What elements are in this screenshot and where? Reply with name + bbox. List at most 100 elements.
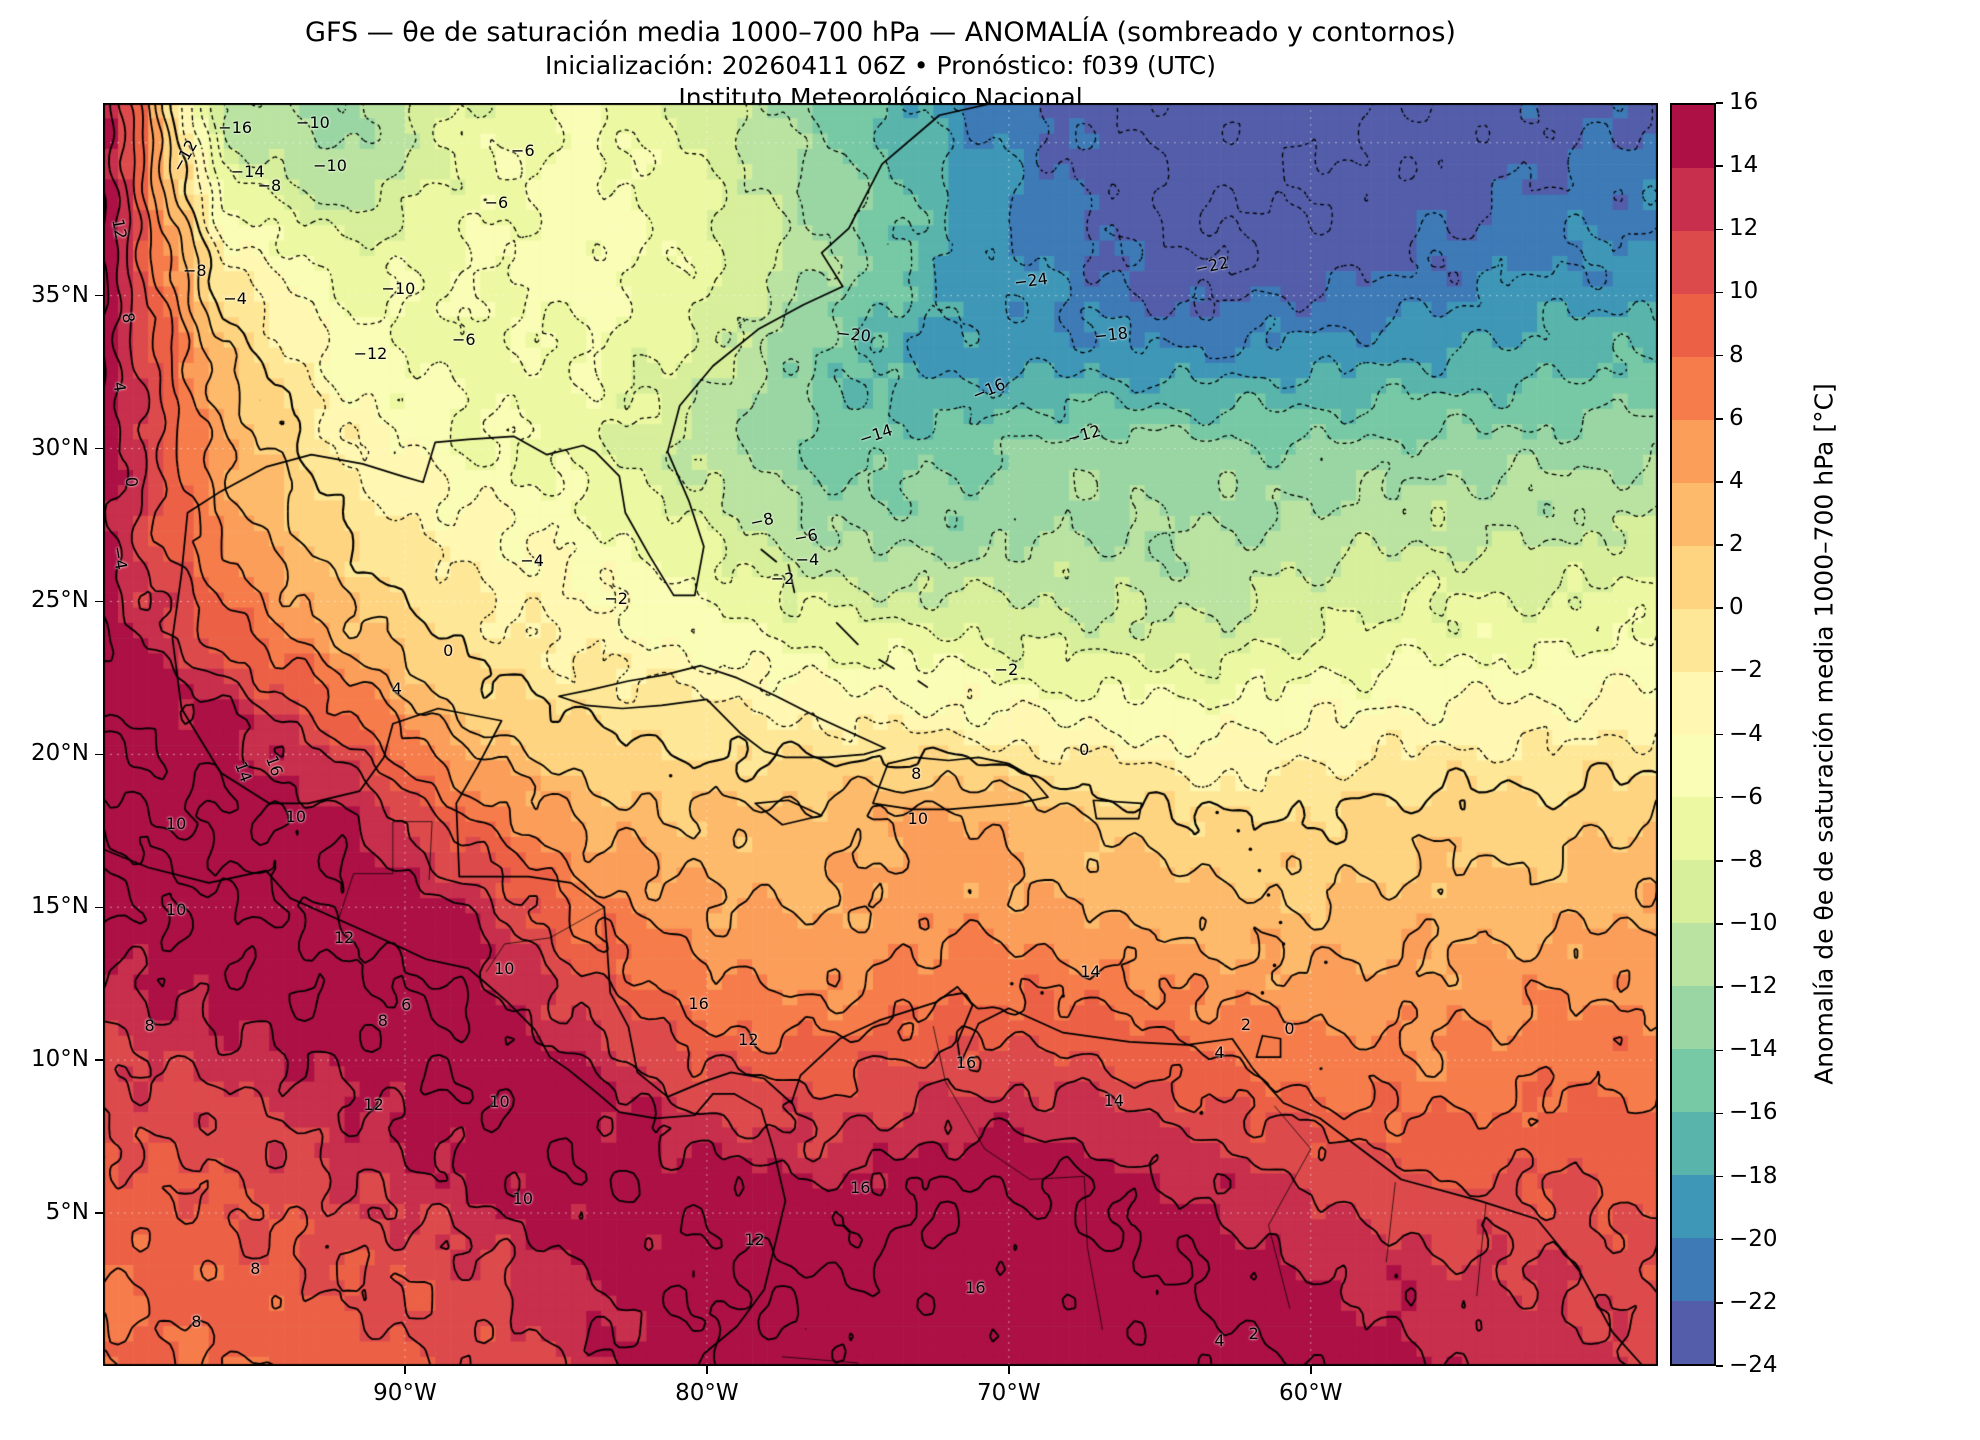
colorbar-swatch <box>1672 860 1714 924</box>
y-tick-mark <box>95 600 103 603</box>
contour-label: −6 <box>451 330 476 350</box>
contour-label: −4 <box>520 551 544 571</box>
contour-label: 0 <box>121 475 142 488</box>
colorbar <box>1670 103 1716 1366</box>
colorbar-tick-label: 14 <box>1729 152 1759 179</box>
contour-label: 6 <box>401 994 412 1014</box>
y-tick-label: 25°N <box>31 587 89 614</box>
contour-label: 14 <box>1080 961 1101 981</box>
chart-title: GFS — θe de saturación media 1000–700 hP… <box>305 17 1456 48</box>
contour-label: 4 <box>1214 1330 1225 1350</box>
contour-label: 8 <box>144 1016 155 1036</box>
contour-label: 0 <box>443 641 454 661</box>
x-tick-label: 70°W <box>977 1380 1041 1406</box>
colorbar-tick-label: 0 <box>1729 594 1744 621</box>
contour-label: 8 <box>250 1258 261 1278</box>
colorbar-swatch <box>1672 293 1714 357</box>
colorbar-tick-label: −16 <box>1729 1099 1778 1126</box>
colorbar-swatch <box>1672 1238 1714 1302</box>
contour-label: 8 <box>911 763 922 783</box>
colorbar-tick-mark <box>1716 986 1723 988</box>
contour-label: 12 <box>363 1094 384 1114</box>
colorbar-tick-mark <box>1716 796 1723 799</box>
contour-label: 10 <box>285 806 306 826</box>
y-tick-mark <box>95 447 103 450</box>
colorbar-tick-label: 8 <box>1729 341 1744 368</box>
colorbar-tick-label: −10 <box>1729 909 1778 936</box>
colorbar-swatch <box>1672 167 1714 231</box>
y-tick-mark <box>95 1212 103 1214</box>
contour-label: −8 <box>182 260 207 280</box>
colorbar-swatch <box>1672 608 1714 672</box>
colorbar-swatch <box>1672 1175 1714 1239</box>
colorbar-tick-mark <box>1716 228 1723 231</box>
contour-label: −20 <box>836 323 872 347</box>
colorbar-tick-mark <box>1716 1049 1723 1051</box>
colorbar-swatch <box>1672 230 1714 294</box>
colorbar-tick-mark <box>1716 544 1723 546</box>
contour-label: 10 <box>489 1092 510 1112</box>
contour-label: −14 <box>230 162 265 182</box>
contour-label: 16 <box>955 1052 977 1072</box>
contour-label: −2 <box>604 589 628 609</box>
contour-label: −10 <box>313 156 347 176</box>
contour-label: −10 <box>381 278 416 298</box>
contour-label: 16 <box>965 1277 986 1297</box>
colorbar-tick-label: −2 <box>1729 657 1763 684</box>
colorbar-tick-label: −22 <box>1729 1288 1778 1315</box>
contour-label: −24 <box>1013 269 1050 293</box>
contour-label: −2 <box>770 569 795 589</box>
colorbar-tick-label: 16 <box>1729 89 1759 115</box>
y-tick-label: 5°N <box>45 1199 89 1226</box>
colorbar-tick-label: −20 <box>1729 1225 1778 1252</box>
colorbar-label: Anomalía de θe de saturación media 1000–… <box>1809 383 1839 1085</box>
colorbar-tick-label: −4 <box>1729 720 1763 747</box>
x-tick-mark <box>1008 1366 1010 1374</box>
contour-label: 12 <box>333 927 355 947</box>
colorbar-tick-mark <box>1716 481 1723 483</box>
title-block: GFS — θe de saturación media 1000–700 hP… <box>103 16 1658 114</box>
contour-label: 10 <box>165 900 187 920</box>
colorbar-swatch <box>1672 797 1714 861</box>
contour-label: −18 <box>1092 323 1129 347</box>
colorbar-tick-mark <box>1716 1112 1723 1115</box>
contour-label: −4 <box>223 288 247 308</box>
colorbar-swatch <box>1672 986 1714 1050</box>
colorbar-swatch <box>1672 1301 1714 1365</box>
x-tick-mark <box>404 1366 406 1374</box>
colorbar-tick-mark <box>1716 607 1723 609</box>
contour-label: −10 <box>296 113 330 133</box>
colorbar-swatch <box>1672 734 1714 798</box>
colorbar-tick-mark <box>1716 291 1723 294</box>
colorbar-tick-label: 12 <box>1729 215 1759 242</box>
contour-label: −2 <box>994 660 1019 680</box>
y-tick-mark <box>95 294 103 297</box>
contour-label: 12 <box>107 217 131 241</box>
contour-label: −12 <box>353 344 388 364</box>
colorbar-tick-label: −6 <box>1729 783 1763 810</box>
contour-label: 14 <box>1103 1090 1124 1110</box>
contour-label: 16 <box>688 993 709 1013</box>
contour-label: −6 <box>484 192 509 212</box>
contour-label: 2 <box>1240 1014 1252 1034</box>
colorbar-tick-mark <box>1716 1365 1723 1367</box>
x-tick-label: 80°W <box>675 1380 739 1406</box>
colorbar-tick-mark <box>1716 1238 1723 1241</box>
colorbar-tick-mark <box>1716 165 1723 167</box>
colorbar-tick-mark <box>1716 354 1723 357</box>
contour-label: −4 <box>795 550 820 570</box>
x-tick-label: 60°W <box>1279 1380 1343 1406</box>
y-tick-mark <box>95 1059 103 1061</box>
colorbar-tick-label: 6 <box>1729 404 1744 431</box>
contour-label: −4 <box>107 544 131 571</box>
y-tick-mark <box>95 753 103 756</box>
map-canvas <box>103 103 1658 1366</box>
y-tick-label: 35°N <box>31 281 89 308</box>
contour-label: 0 <box>1284 1018 1295 1038</box>
colorbar-swatch <box>1672 545 1714 609</box>
x-tick-mark <box>1310 1366 1312 1374</box>
colorbar-tick-label: −12 <box>1729 973 1778 1000</box>
x-tick-mark <box>706 1366 708 1374</box>
colorbar-tick-mark <box>1716 418 1723 420</box>
